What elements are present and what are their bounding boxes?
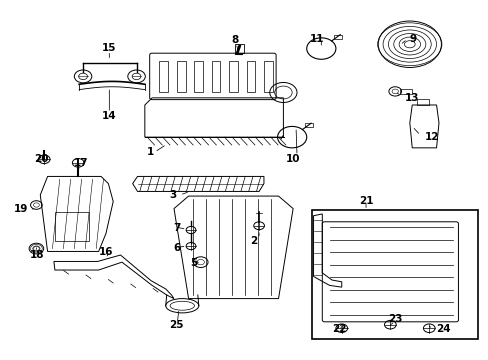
Text: 6: 6 bbox=[173, 243, 180, 253]
Text: 20: 20 bbox=[34, 154, 48, 164]
Bar bbox=[246, 61, 255, 93]
Bar bbox=[416, 99, 428, 105]
Text: 19: 19 bbox=[14, 204, 28, 214]
Text: 16: 16 bbox=[99, 247, 113, 257]
Text: 17: 17 bbox=[73, 158, 88, 168]
Text: 9: 9 bbox=[409, 34, 416, 44]
Bar bbox=[399, 89, 411, 94]
Text: 15: 15 bbox=[102, 43, 116, 53]
Text: 8: 8 bbox=[231, 35, 238, 45]
Bar bbox=[334, 35, 341, 39]
Text: 24: 24 bbox=[436, 324, 450, 334]
Bar bbox=[159, 61, 168, 93]
Text: 1: 1 bbox=[147, 147, 154, 157]
Bar bbox=[234, 44, 243, 53]
Text: 10: 10 bbox=[285, 154, 300, 163]
Bar bbox=[229, 61, 237, 93]
Text: 13: 13 bbox=[404, 93, 419, 103]
Text: 23: 23 bbox=[387, 314, 402, 324]
Text: 18: 18 bbox=[30, 250, 44, 260]
Text: 7: 7 bbox=[173, 223, 180, 233]
Text: 14: 14 bbox=[102, 111, 117, 121]
Text: 12: 12 bbox=[424, 132, 438, 142]
Text: 3: 3 bbox=[169, 190, 176, 200]
Bar bbox=[311, 210, 477, 339]
Text: 21: 21 bbox=[358, 197, 372, 206]
Bar bbox=[177, 61, 185, 93]
Bar bbox=[264, 61, 272, 93]
Text: 2: 2 bbox=[249, 237, 256, 247]
Bar bbox=[305, 123, 312, 127]
Text: 25: 25 bbox=[169, 320, 183, 330]
Bar bbox=[211, 61, 220, 93]
Text: 11: 11 bbox=[309, 34, 324, 44]
Text: 22: 22 bbox=[331, 324, 346, 334]
Text: 5: 5 bbox=[189, 258, 197, 268]
Bar bbox=[194, 61, 203, 93]
Bar bbox=[55, 212, 89, 241]
